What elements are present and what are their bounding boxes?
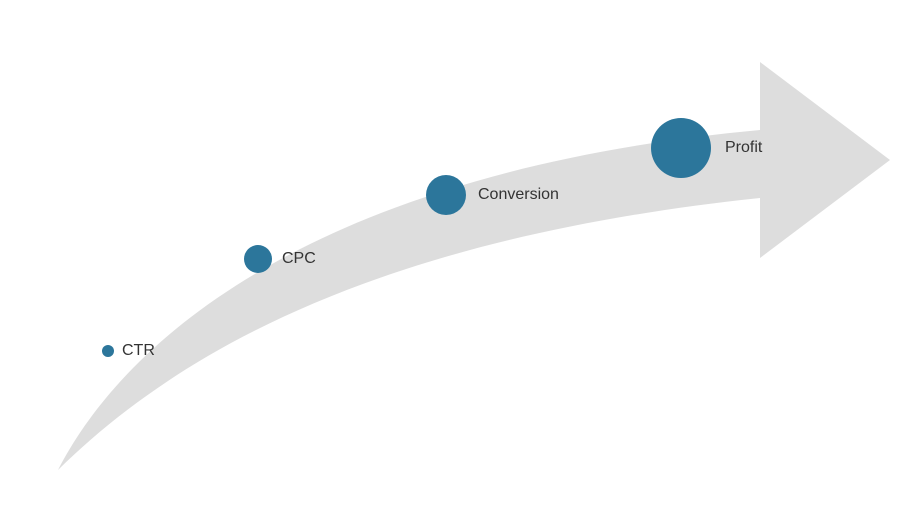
dot-icon	[102, 345, 114, 357]
node-label: CPC	[282, 250, 316, 268]
node-cpc: CPC	[244, 245, 316, 273]
growth-arrow-diagram: CTR CPC Conversion Profit	[0, 0, 900, 506]
node-label: CTR	[122, 342, 155, 360]
curved-arrow-icon	[0, 0, 900, 506]
dot-icon	[651, 118, 711, 178]
dot-icon	[426, 175, 466, 215]
node-ctr: CTR	[102, 342, 155, 360]
node-conversion: Conversion	[426, 175, 559, 215]
node-label: Conversion	[478, 186, 559, 204]
node-profit: Profit	[651, 118, 762, 178]
dot-icon	[244, 245, 272, 273]
node-label: Profit	[725, 139, 762, 157]
